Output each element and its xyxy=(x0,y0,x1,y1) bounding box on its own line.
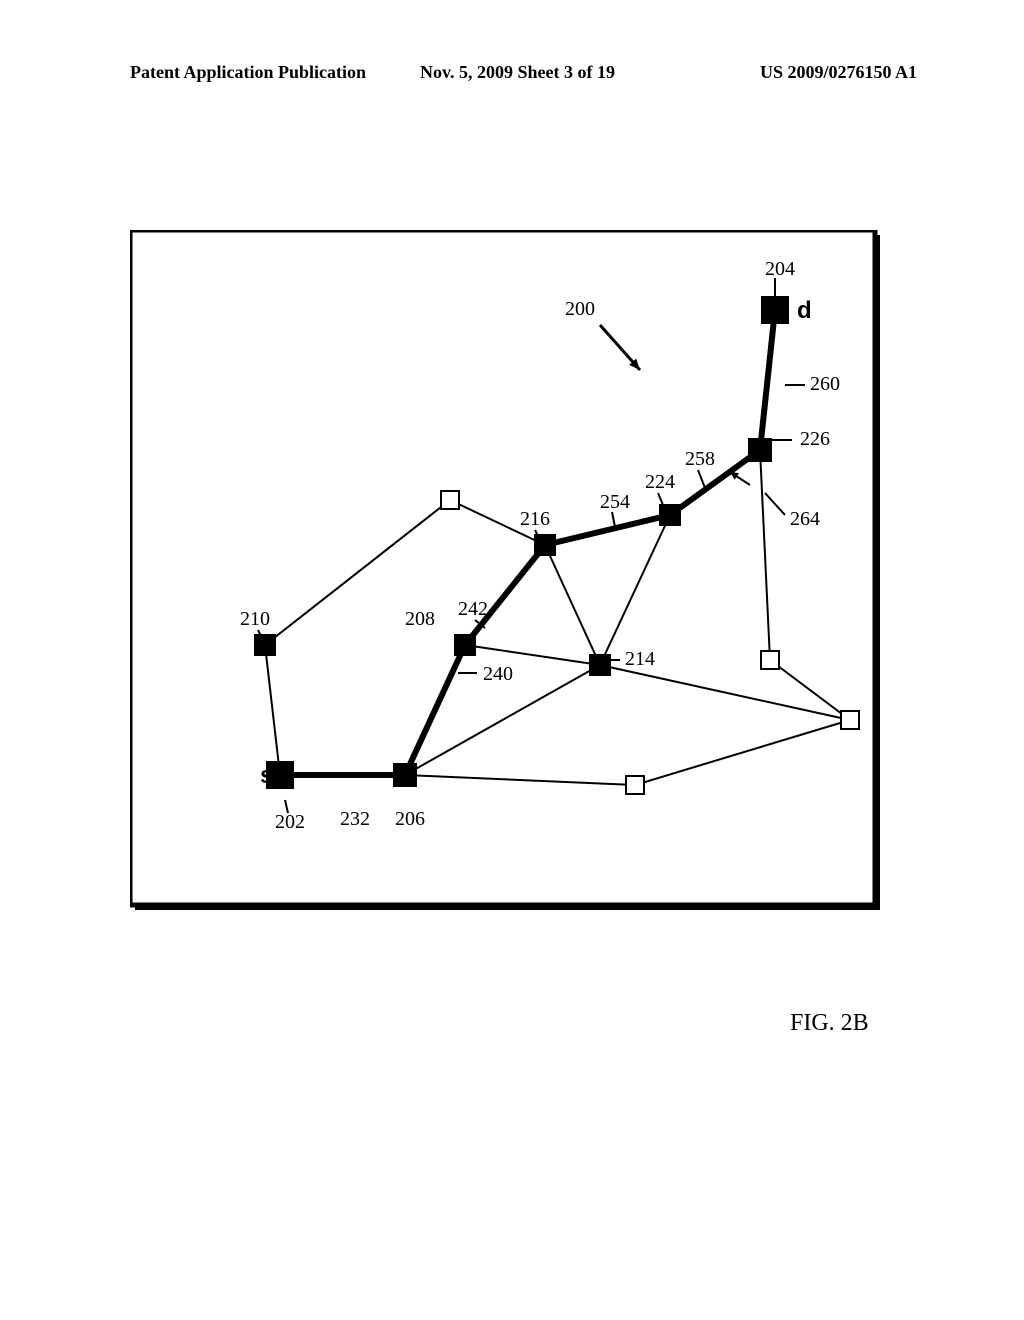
svg-text:208: 208 xyxy=(405,608,435,630)
svg-text:264: 264 xyxy=(790,508,820,530)
svg-text:202: 202 xyxy=(275,811,305,833)
svg-text:216: 216 xyxy=(520,508,550,530)
svg-text:254: 254 xyxy=(600,491,630,513)
svg-text:206: 206 xyxy=(395,808,425,830)
svg-text:204: 204 xyxy=(765,258,795,280)
svg-text:200: 200 xyxy=(565,298,595,320)
svg-text:s: s xyxy=(260,762,273,789)
network-diagram: d s 204 200 260 226 258 264 224 254 216 242 208 240 21… xyxy=(130,230,880,910)
svg-text:210: 210 xyxy=(240,608,270,630)
svg-text:d: d xyxy=(797,297,812,324)
svg-text:260: 260 xyxy=(810,373,840,395)
svg-text:226: 226 xyxy=(800,428,830,450)
svg-text:240: 240 xyxy=(483,663,513,685)
header-right: US 2009/0276150 A1 xyxy=(760,62,917,83)
header-center: Nov. 5, 2009 Sheet 3 of 19 xyxy=(420,62,615,83)
figure-label: FIG. 2B xyxy=(790,1010,869,1037)
svg-text:232: 232 xyxy=(340,808,370,830)
svg-text:242: 242 xyxy=(458,598,488,620)
header-left: Patent Application Publication xyxy=(130,62,366,83)
svg-text:214: 214 xyxy=(625,648,655,670)
svg-text:258: 258 xyxy=(685,448,715,470)
svg-text:224: 224 xyxy=(645,471,675,493)
